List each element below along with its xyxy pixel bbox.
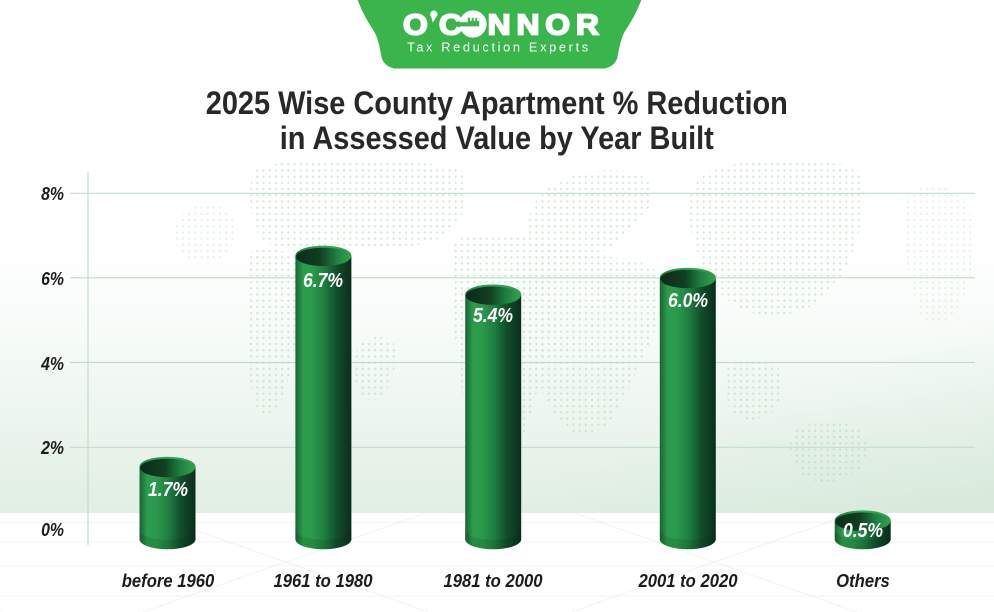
svg-text:O: O <box>403 9 428 41</box>
svg-text:NNOR: NNOR <box>488 9 605 41</box>
svg-text:Tax Reduction Experts: Tax Reduction Experts <box>407 39 591 54</box>
